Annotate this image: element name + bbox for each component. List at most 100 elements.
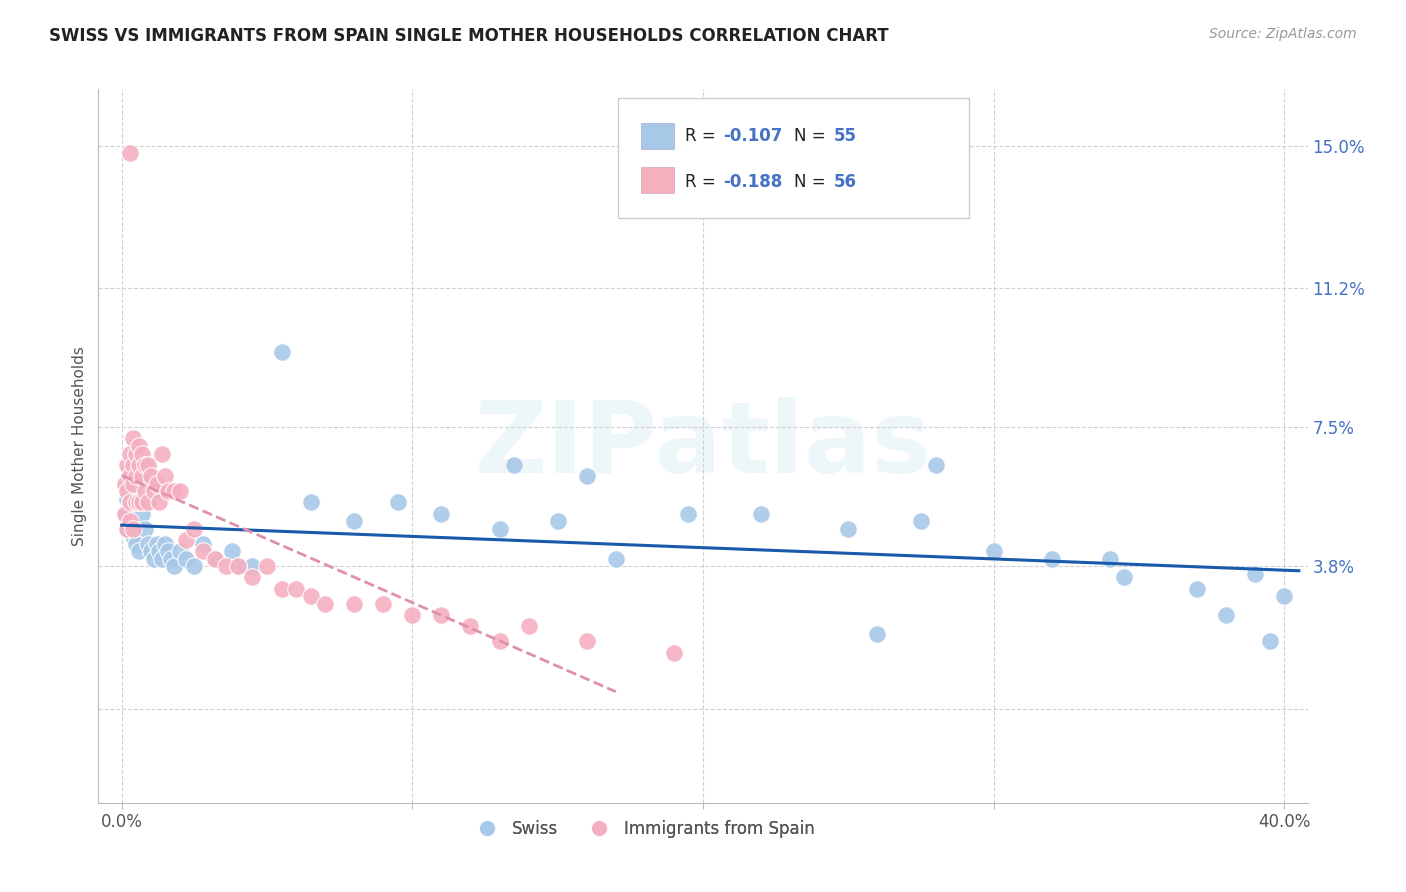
Point [139, 469, 162, 483]
Point [117, 484, 139, 499]
Point [148, 495, 170, 509]
Point [226, 559, 249, 574]
Point [122, 476, 145, 491]
Text: -0.188: -0.188 [724, 173, 783, 191]
Point [131, 469, 153, 483]
Point [314, 597, 336, 611]
Point [575, 634, 598, 648]
Point [1098, 551, 1121, 566]
Point [163, 559, 186, 574]
Point [605, 551, 627, 566]
Point [1040, 551, 1063, 566]
Point [1185, 582, 1208, 596]
Point [256, 559, 278, 574]
Point [150, 446, 173, 460]
Point [517, 619, 540, 633]
Text: 55: 55 [834, 127, 856, 145]
Point [191, 544, 214, 558]
Point [131, 507, 153, 521]
Point [242, 559, 264, 574]
Point [1258, 634, 1281, 648]
Point [204, 551, 226, 566]
Text: R =: R = [685, 173, 721, 191]
Point [155, 469, 177, 483]
Text: N =: N = [793, 127, 831, 145]
Point [128, 458, 150, 472]
Point [142, 551, 165, 566]
Point [125, 495, 148, 509]
Point [125, 476, 148, 491]
Point [488, 634, 510, 648]
Point [460, 619, 482, 633]
Y-axis label: Single Mother Households: Single Mother Households [72, 346, 87, 546]
Point [662, 646, 685, 660]
Point [128, 544, 150, 558]
Point [270, 582, 292, 596]
Point [114, 476, 136, 491]
Point [150, 551, 173, 566]
Point [125, 536, 148, 550]
Point [148, 544, 170, 558]
Point [183, 522, 205, 536]
Point [749, 507, 772, 521]
Point [120, 446, 142, 460]
Point [488, 522, 510, 536]
Point [122, 432, 145, 446]
Text: ZIPatlas: ZIPatlas [475, 398, 931, 494]
Point [169, 544, 191, 558]
Point [117, 522, 139, 536]
Text: N =: N = [793, 173, 831, 191]
Point [134, 484, 156, 499]
Point [183, 559, 205, 574]
Point [128, 439, 150, 453]
Point [1215, 607, 1237, 622]
Point [1272, 589, 1295, 603]
Point [163, 484, 186, 499]
Point [547, 514, 569, 528]
Point [114, 507, 136, 521]
Point [204, 551, 226, 566]
Point [136, 495, 159, 509]
Text: Source: ZipAtlas.com: Source: ZipAtlas.com [1209, 27, 1357, 41]
Point [128, 495, 150, 509]
Point [134, 458, 156, 472]
Point [169, 484, 191, 499]
Point [1244, 566, 1267, 581]
Point [285, 582, 308, 596]
Point [120, 495, 142, 509]
Point [139, 544, 162, 558]
Point [131, 446, 153, 460]
Point [837, 522, 859, 536]
Point [157, 484, 180, 499]
Point [136, 536, 159, 550]
Point [215, 559, 238, 574]
Point [120, 499, 142, 513]
Point [678, 507, 700, 521]
Point [191, 536, 214, 550]
Point [343, 514, 366, 528]
Point [430, 507, 453, 521]
Point [155, 536, 177, 550]
Point [117, 491, 139, 506]
Point [145, 476, 167, 491]
Text: -0.107: -0.107 [724, 127, 783, 145]
Point [430, 607, 453, 622]
Point [503, 458, 526, 472]
Point [387, 495, 409, 509]
Point [114, 507, 136, 521]
Point [120, 514, 142, 528]
Point [128, 495, 150, 509]
Point [373, 597, 395, 611]
Text: SWISS VS IMMIGRANTS FROM SPAIN SINGLE MOTHER HOUSEHOLDS CORRELATION CHART: SWISS VS IMMIGRANTS FROM SPAIN SINGLE MO… [49, 27, 889, 45]
Point [174, 533, 197, 547]
Point [983, 544, 1005, 558]
Point [136, 458, 159, 472]
Point [242, 570, 264, 584]
Point [343, 597, 366, 611]
Legend: Swiss, Immigrants from Spain: Swiss, Immigrants from Spain [463, 814, 823, 845]
Point [157, 544, 180, 558]
Point [117, 522, 139, 536]
Point [122, 458, 145, 472]
Point [145, 536, 167, 550]
FancyBboxPatch shape [641, 123, 673, 149]
